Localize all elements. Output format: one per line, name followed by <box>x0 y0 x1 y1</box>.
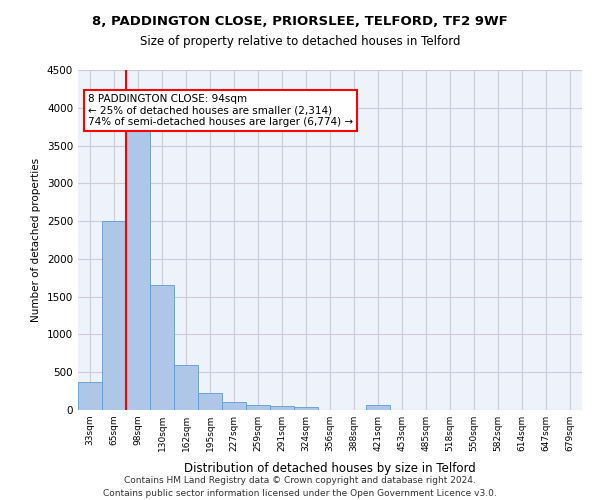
Text: Contains HM Land Registry data © Crown copyright and database right 2024.: Contains HM Land Registry data © Crown c… <box>124 476 476 485</box>
Bar <box>270 406 294 410</box>
Bar <box>246 404 270 410</box>
Y-axis label: Number of detached properties: Number of detached properties <box>31 158 41 322</box>
Bar <box>174 366 198 410</box>
Bar <box>222 402 246 410</box>
Bar <box>78 382 102 410</box>
Bar <box>366 404 390 410</box>
Bar <box>126 126 150 410</box>
Text: Contains public sector information licensed under the Open Government Licence v3: Contains public sector information licen… <box>103 488 497 498</box>
Bar <box>198 393 222 410</box>
Text: 8 PADDINGTON CLOSE: 94sqm
← 25% of detached houses are smaller (2,314)
74% of se: 8 PADDINGTON CLOSE: 94sqm ← 25% of detac… <box>88 94 353 127</box>
Text: 8, PADDINGTON CLOSE, PRIORSLEE, TELFORD, TF2 9WF: 8, PADDINGTON CLOSE, PRIORSLEE, TELFORD,… <box>92 15 508 28</box>
Text: Size of property relative to detached houses in Telford: Size of property relative to detached ho… <box>140 35 460 48</box>
Bar <box>102 221 126 410</box>
Bar <box>150 286 174 410</box>
X-axis label: Distribution of detached houses by size in Telford: Distribution of detached houses by size … <box>184 462 476 475</box>
Bar <box>294 407 318 410</box>
